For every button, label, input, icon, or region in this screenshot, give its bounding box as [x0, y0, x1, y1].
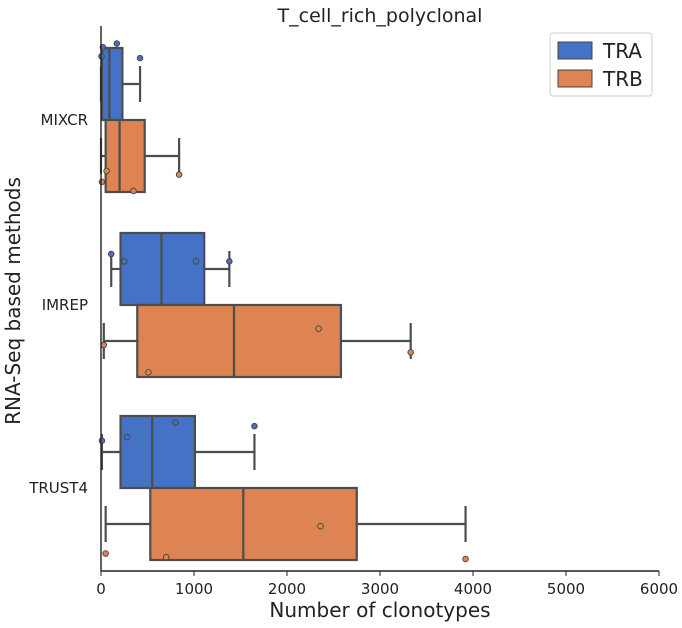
box-tra-trust4	[119, 414, 197, 490]
point-tra-imrep-3	[107, 250, 115, 258]
legend-swatch-trb	[557, 69, 593, 88]
y-tick-labels: MIXCR IMREP TRUST4	[28, 111, 88, 497]
point-trb-mixcr-3	[98, 178, 106, 186]
point-tra-mixcr-0	[136, 54, 144, 62]
x-tick-labels: 0 1000 2000 3000 4000 5000 6000	[96, 571, 678, 598]
point-trb-trust4-2	[162, 553, 170, 561]
point-tra-trust4-0	[251, 422, 258, 430]
point-tra-imrep-0	[226, 258, 233, 265]
point-tra-mixcr-1	[113, 40, 121, 47]
point-tra-trust4-1	[172, 419, 179, 426]
box-group-tra-mixcr	[98, 40, 144, 122]
legend-label-tra: TRA	[602, 39, 642, 63]
x-tick-label-1000: 1000	[175, 580, 213, 598]
x-tick-label-0: 0	[96, 580, 106, 598]
chart-title: T_cell_rich_polyclonal	[277, 5, 483, 27]
point-trb-imrep-1	[315, 325, 322, 332]
point-trb-imrep-3	[100, 341, 108, 349]
plot-area	[98, 40, 469, 563]
point-tra-imrep-2	[120, 258, 128, 265]
x-tick-label-3000: 3000	[361, 580, 399, 598]
x-axis-label: Number of clonotypes	[269, 598, 490, 622]
y-axis-label: RNA-Seq based methods	[1, 177, 25, 425]
point-trb-mixcr-1	[130, 187, 137, 195]
box-trb-imrep	[136, 303, 343, 379]
box-group-trb-imrep	[100, 303, 414, 379]
point-trb-imrep-0	[407, 349, 414, 356]
x-tick-label-5000: 5000	[547, 580, 585, 598]
box-group-trb-mixcr	[98, 118, 183, 195]
legend-label-trb: TRB	[602, 67, 643, 91]
point-trb-trust4-1	[317, 522, 324, 530]
y-tick-label-imrep: IMREP	[42, 296, 88, 314]
legend-swatch-tra	[557, 41, 593, 60]
box-trb-mixcr	[104, 118, 146, 194]
box-group-tra-imrep	[107, 231, 233, 307]
box-group-tra-trust4	[98, 414, 258, 490]
point-trb-trust4-3	[102, 550, 109, 557]
x-tick-label-4000: 4000	[454, 580, 492, 598]
point-trb-mixcr-0	[175, 171, 183, 178]
x-tick-label-6000: 6000	[640, 580, 678, 598]
point-tra-trust4-3	[98, 437, 106, 444]
point-tra-trust4-2	[123, 433, 131, 441]
legend: TRA TRB	[549, 32, 653, 97]
y-tick-label-mixcr: MIXCR	[41, 111, 88, 129]
point-trb-mixcr-2	[103, 167, 110, 175]
point-trb-trust4-0	[462, 555, 469, 563]
point-tra-imrep-1	[192, 258, 200, 265]
point-trb-imrep-2	[145, 369, 152, 376]
box-trb-trust4	[149, 486, 358, 562]
box-group-trb-trust4	[102, 486, 469, 563]
x-tick-label-2000: 2000	[268, 580, 306, 598]
y-tick-label-trust4: TRUST4	[28, 479, 88, 497]
box-tra-mixcr	[100, 46, 124, 122]
